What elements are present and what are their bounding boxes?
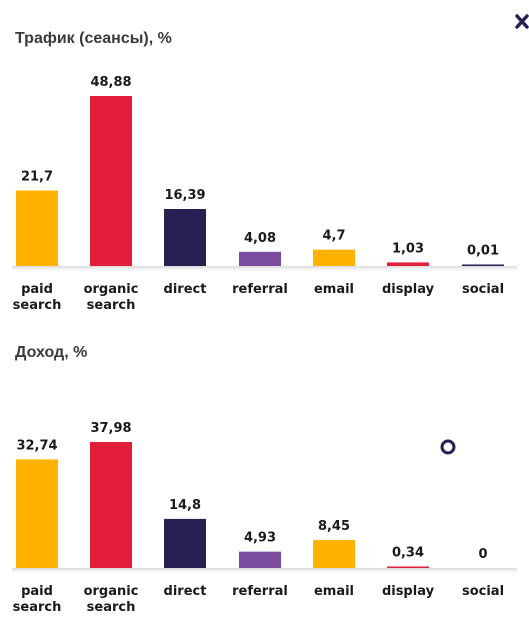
bar-referral xyxy=(239,551,281,568)
bar-display xyxy=(387,566,429,568)
bar-social xyxy=(462,264,504,266)
revenue-chart: Доход, % 32,74 paid search 37,98 organic sear… xyxy=(12,344,517,615)
bar-referral xyxy=(239,251,281,266)
bar-value-label: 14,8 xyxy=(169,498,201,513)
bar-value-label: 48,88 xyxy=(90,75,131,90)
bar-value-label: 4,7 xyxy=(322,229,345,244)
bar-value-label: 0,34 xyxy=(392,546,424,561)
chart-title: Доход, % xyxy=(15,344,87,361)
bar-value-label: 4,08 xyxy=(244,231,276,246)
bar-direct xyxy=(164,518,206,568)
bar-value-label: 1,03 xyxy=(392,241,424,256)
bar-value-label: 21,7 xyxy=(21,170,53,185)
category-label: email xyxy=(314,282,354,297)
bar-value-label: 0 xyxy=(478,547,487,562)
bar-paid-search xyxy=(16,459,58,568)
revenue-bars: 32,74 paid search 37,98 organic search 14,8 dir… xyxy=(12,421,517,615)
bar-email xyxy=(313,249,355,266)
category-label: paid search xyxy=(13,584,62,615)
close-icon[interactable] xyxy=(515,14,529,29)
category-label: organic search xyxy=(84,282,139,313)
bar-value-label: 37,98 xyxy=(90,421,131,436)
bar-value-label: 16,39 xyxy=(164,188,205,203)
bar-organic-search xyxy=(90,96,132,266)
category-label: email xyxy=(314,584,354,599)
category-label: social xyxy=(462,584,504,599)
category-label: direct xyxy=(164,584,207,599)
bar-direct xyxy=(164,208,206,266)
ring-icon xyxy=(440,439,456,455)
category-label: direct xyxy=(164,282,207,297)
category-label: paid search xyxy=(13,282,62,313)
category-label: social xyxy=(462,282,504,297)
category-label: display xyxy=(382,282,435,297)
bar-value-label: 4,93 xyxy=(244,531,276,546)
category-label: organic search xyxy=(84,584,139,615)
bar-paid-search xyxy=(16,190,58,266)
bar-organic-search xyxy=(90,442,132,568)
baseline-shadow xyxy=(12,568,517,575)
category-label: referral xyxy=(232,282,288,297)
traffic-chart: Трафик (сеансы), % 21,7 paid search 48,88 or… xyxy=(12,30,517,313)
category-label: display xyxy=(382,584,435,599)
category-label: referral xyxy=(232,584,288,599)
baseline-shadow xyxy=(12,266,517,273)
bar-display xyxy=(387,262,429,266)
bar-value-label: 32,74 xyxy=(16,438,57,453)
chart-title: Трафик (сеансы), % xyxy=(15,30,172,47)
bar-email xyxy=(313,539,355,568)
bar-value-label: 0,01 xyxy=(467,244,499,259)
bar-value-label: 8,45 xyxy=(318,519,350,534)
traffic-bars: 21,7 paid search 48,88 organic search 16,39 dir… xyxy=(12,75,517,313)
